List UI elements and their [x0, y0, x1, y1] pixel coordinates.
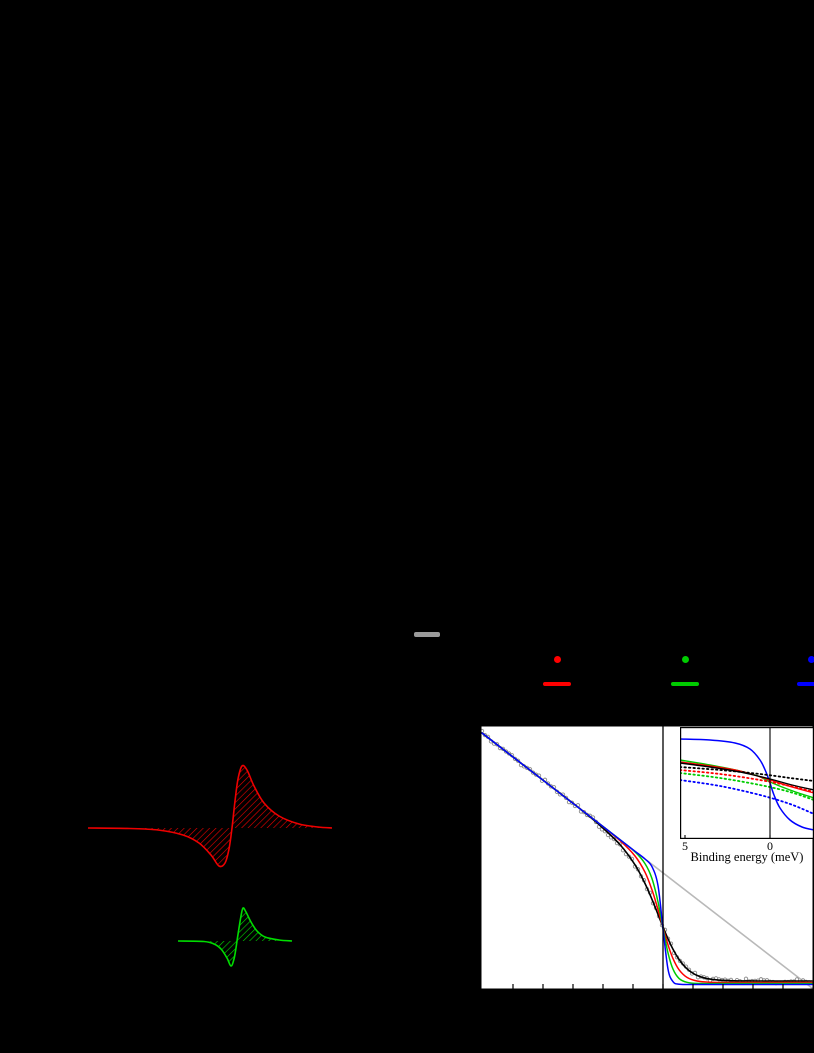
red-derivative-lineshape-fill — [88, 765, 332, 867]
scatter-point — [482, 732, 488, 738]
scatter-point — [530, 770, 536, 775]
scatter-point — [503, 749, 509, 754]
scatter-point — [581, 809, 587, 815]
green-derivative-lineshape-curve — [177, 907, 293, 967]
inset-xlabel: Binding energy (meV) — [691, 850, 804, 864]
legend-line-blue-icon — [797, 682, 814, 686]
series-inset-dotted-green — [680, 772, 814, 801]
scatter-point — [569, 800, 575, 805]
legend-line-green-icon — [671, 682, 699, 686]
legend-item-green — [671, 656, 699, 686]
inset-tick-label-5: 5 — [682, 839, 688, 853]
red-derivative-lineshape-curve — [87, 764, 333, 868]
series-inset-dotted-blue — [680, 779, 814, 815]
series-inset-dotted-black — [680, 766, 814, 782]
series-inset-solid-black — [680, 762, 814, 791]
series-inset-dotted-red — [680, 769, 814, 793]
legend-dot-green-icon — [681, 656, 689, 663]
scatter-point — [677, 958, 683, 964]
scatter-point — [515, 758, 521, 763]
scatter-point — [617, 842, 623, 847]
legend-item-blue — [797, 656, 814, 686]
inset-tick-label-0: 0 — [767, 839, 773, 853]
gray-dash-marker — [414, 632, 440, 637]
legend-dot-red-icon — [553, 656, 561, 663]
legend-dot-blue-icon — [807, 656, 814, 663]
series-curve-blue — [481, 732, 813, 986]
scatter-point — [494, 742, 500, 747]
panel-border — [480, 725, 814, 990]
inset-border — [680, 727, 814, 840]
series-inset-solid-blue — [680, 738, 814, 831]
legend-item-red — [543, 656, 571, 686]
scatter-point — [563, 795, 569, 801]
legend-line-red-icon — [543, 682, 571, 686]
